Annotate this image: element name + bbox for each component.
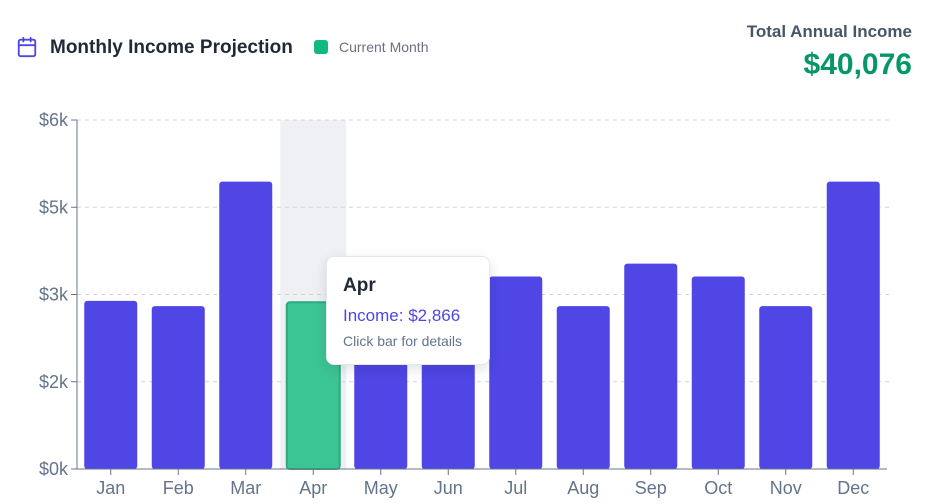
y-tick-label: $5k bbox=[39, 197, 69, 217]
tooltip-month: Apr bbox=[343, 275, 376, 296]
tooltip-hint: Click bar for details bbox=[343, 333, 463, 349]
y-tick-label: $6k bbox=[39, 110, 69, 130]
x-tick-label: Feb bbox=[163, 478, 194, 498]
y-tick-label: $0k bbox=[39, 459, 69, 479]
chart-header: Monthly Income Projection Current Month … bbox=[0, 0, 932, 100]
bar-sep[interactable] bbox=[624, 263, 678, 469]
x-tick-label: Aug bbox=[567, 478, 599, 498]
x-tick-label: Dec bbox=[837, 478, 869, 498]
x-tick-label: Sep bbox=[635, 478, 667, 498]
total-label: Total Annual Income bbox=[746, 22, 912, 41]
calendar-icon bbox=[17, 36, 37, 58]
x-tick-label: Oct bbox=[704, 478, 732, 498]
x-tick-label: May bbox=[364, 478, 398, 498]
total-annual-income: Total Annual Income $40,076 bbox=[747, 22, 912, 82]
total-value: $40,076 bbox=[803, 48, 912, 81]
bar-mar[interactable] bbox=[219, 181, 273, 469]
bar-jan[interactable] bbox=[84, 300, 138, 469]
x-tick-label: Jul bbox=[504, 478, 527, 498]
x-tick-label: Jan bbox=[96, 478, 125, 498]
tooltip-income: Income: $2,866 bbox=[343, 306, 461, 325]
x-tick-label: Nov bbox=[770, 478, 802, 498]
bar-aug[interactable] bbox=[556, 306, 610, 469]
x-tick-label: Apr bbox=[299, 478, 327, 498]
bar-tooltip: Apr Income: $2,866 Click bar for details bbox=[326, 256, 490, 365]
x-tick-label: Mar bbox=[230, 478, 261, 498]
bar-oct[interactable] bbox=[691, 276, 745, 469]
legend-swatch-current-month bbox=[314, 40, 328, 54]
legend-label-current-month: Current Month bbox=[339, 39, 429, 55]
x-tick-label: Jun bbox=[434, 478, 463, 498]
y-tick-label: $2k bbox=[39, 372, 69, 392]
legend: Current Month bbox=[314, 39, 428, 55]
bar-dec[interactable] bbox=[826, 181, 880, 469]
bar-jul[interactable] bbox=[489, 276, 543, 469]
bar-feb[interactable] bbox=[151, 306, 205, 469]
y-tick-label: $3k bbox=[39, 285, 69, 305]
chart-title: Monthly Income Projection bbox=[50, 37, 293, 58]
bar-nov[interactable] bbox=[759, 306, 813, 469]
